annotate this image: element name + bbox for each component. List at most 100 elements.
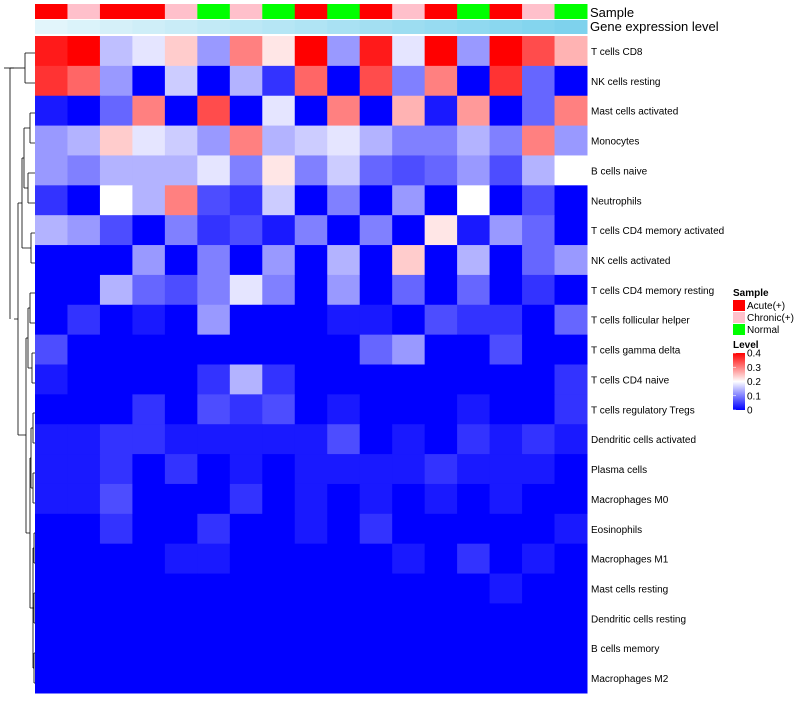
heatmap-cell: [457, 365, 490, 395]
heatmap-cell: [425, 633, 458, 663]
heatmap-cell: [490, 275, 523, 305]
gene-expression-cell: [230, 20, 263, 34]
heatmap-cell: [132, 603, 165, 633]
heatmap-cell: [35, 66, 68, 96]
heatmap-cell: [555, 335, 588, 365]
heatmap-cell: [457, 185, 490, 215]
heatmap-cell: [425, 514, 458, 544]
gene-expression-cell: [360, 20, 393, 34]
legend: Sample Acute(+)Chronic(+)Normal Level 0.…: [733, 288, 794, 417]
heatmap-cell: [132, 424, 165, 454]
heatmap-cell: [230, 335, 263, 365]
heatmap-cell: [327, 335, 360, 365]
heatmap-cell: [555, 305, 588, 335]
heatmap-cell: [555, 66, 588, 96]
heatmap-cell: [262, 603, 295, 633]
heatmap-cell: [100, 544, 133, 574]
heatmap-cell: [197, 305, 230, 335]
heatmap-cell: [197, 424, 230, 454]
gene-expression-cell: [35, 20, 68, 34]
heatmap-cell: [262, 305, 295, 335]
heatmap-cell: [555, 484, 588, 514]
heatmap-cell: [35, 275, 68, 305]
heatmap-cell: [360, 96, 393, 126]
heatmap-cell: [165, 603, 198, 633]
heatmap-cell: [360, 36, 393, 66]
heatmap-cell: [230, 365, 263, 395]
heatmap-cell: [262, 454, 295, 484]
heatmap-cell: [132, 126, 165, 156]
heatmap-cell: [67, 155, 100, 185]
heatmap-cell: [295, 305, 328, 335]
heatmap-cell: [490, 126, 523, 156]
legend-sample-items: Acute(+)Chronic(+)Normal: [733, 300, 794, 336]
heatmap-cell: [457, 603, 490, 633]
row-label: T cells gamma delta: [591, 346, 681, 357]
heatmap-cell: [392, 305, 425, 335]
heatmap-cell: [425, 126, 458, 156]
heatmap-cell: [360, 394, 393, 424]
heatmap-cell: [67, 126, 100, 156]
row-label: T cells CD4 memory resting: [591, 286, 714, 297]
heatmap-cell: [67, 544, 100, 574]
heatmap-cell: [522, 454, 555, 484]
heatmap-cell: [425, 155, 458, 185]
dendro-branch-12: [33, 473, 35, 503]
gene-expression-cell: [327, 20, 360, 34]
heatmap-cell: [425, 544, 458, 574]
sample-annotation-cell: [392, 4, 425, 19]
heatmap-cell: [425, 574, 458, 604]
heatmap-cell: [67, 454, 100, 484]
heatmap-cell: [490, 245, 523, 275]
heatmap-cell: [392, 544, 425, 574]
heatmap-cell: [522, 574, 555, 604]
heatmap-cell: [457, 394, 490, 424]
sample-annotation-title: Sample: [590, 5, 634, 20]
heatmap-cell: [555, 544, 588, 574]
heatmap-cell: [35, 215, 68, 245]
heatmap-cell: [555, 574, 588, 604]
heatmap-cell: [295, 335, 328, 365]
heatmap-cell: [35, 454, 68, 484]
heatmap-cell: [327, 454, 360, 484]
heatmap-cell: [67, 275, 100, 305]
gene-expression-cell: [392, 20, 425, 34]
dendro-branch-4: [28, 173, 35, 203]
legend-sample-swatch: [733, 312, 745, 323]
heatmap-cell: [457, 424, 490, 454]
heatmap-cell: [295, 484, 328, 514]
heatmap-cell: [165, 394, 198, 424]
sample-annotation-cell: [490, 4, 523, 19]
heatmap-cell: [360, 663, 393, 693]
heatmap-cell: [165, 275, 198, 305]
dendro-branch-17: [33, 548, 34, 668]
row-label: Macrophages M1: [591, 555, 669, 566]
heatmap-cell: [197, 36, 230, 66]
heatmap-cell: [295, 633, 328, 663]
heatmap-cell: [327, 275, 360, 305]
sample-annotation-bar: [35, 4, 588, 19]
sample-annotation-cell: [295, 4, 328, 19]
heatmap-cell: [457, 126, 490, 156]
sample-annotation-cell: [35, 4, 68, 19]
heatmap-cell: [132, 245, 165, 275]
heatmap-cell: [132, 215, 165, 245]
heatmap-cell: [392, 663, 425, 693]
heatmap-cell: [262, 275, 295, 305]
dendro-branch-11: [33, 413, 35, 443]
heatmap-cell: [392, 484, 425, 514]
heatmap-cell: [35, 126, 68, 156]
heatmap-cell: [295, 155, 328, 185]
heatmap-cell: [35, 574, 68, 604]
legend-level-tick-label: 0.1: [747, 391, 761, 402]
heatmap-cell: [425, 245, 458, 275]
heatmap-cell: [197, 394, 230, 424]
heatmap-cell: [132, 335, 165, 365]
heatmap-cell: [67, 245, 100, 275]
heatmap-cell: [67, 424, 100, 454]
heatmap-cell: [295, 275, 328, 305]
heatmap-cell: [100, 663, 133, 693]
heatmap-cell: [522, 275, 555, 305]
heatmap-cells: [35, 36, 588, 694]
heatmap-cell: [360, 454, 393, 484]
